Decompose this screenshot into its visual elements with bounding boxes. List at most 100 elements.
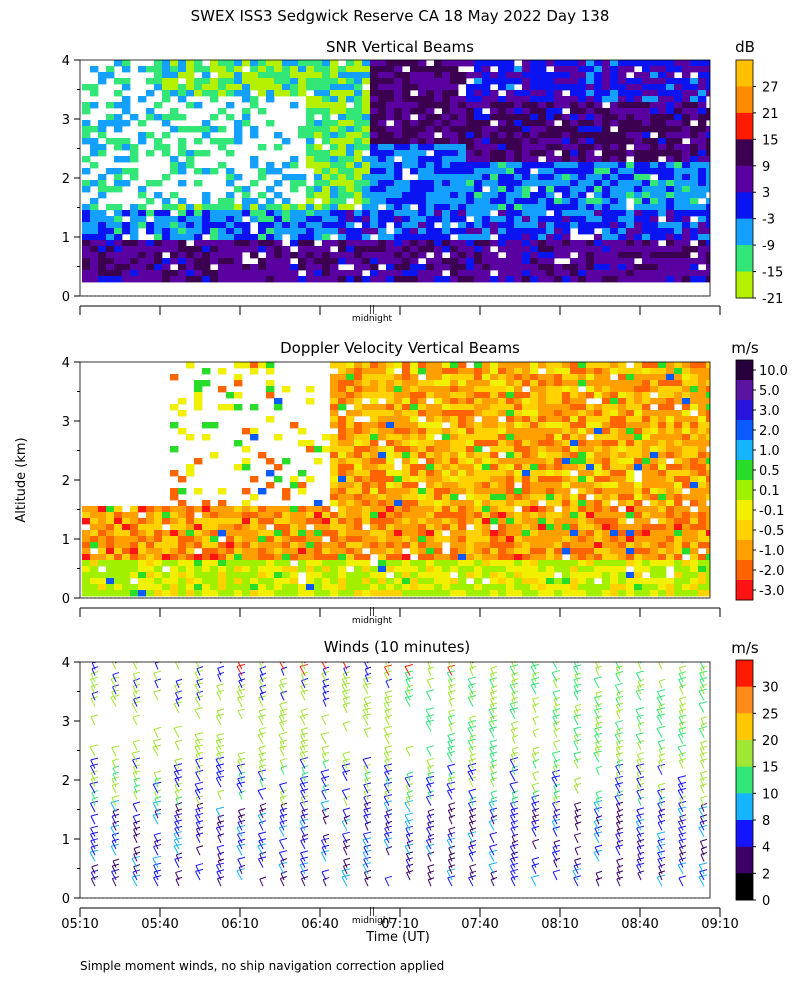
- heatmap-cell: [258, 578, 266, 584]
- heatmap-cell: [394, 96, 402, 102]
- heatmap-cell: [402, 362, 410, 368]
- heatmap-cell: [218, 584, 226, 590]
- heatmap-cell: [546, 102, 554, 108]
- heatmap-cell: [138, 204, 146, 210]
- heatmap-cell: [474, 84, 482, 90]
- heatmap-cell: [538, 276, 546, 282]
- heatmap-cell: [338, 72, 346, 78]
- heatmap-cell: [474, 458, 482, 464]
- heatmap-cell: [602, 536, 610, 542]
- heatmap-cell: [306, 186, 314, 192]
- heatmap-cell: [306, 270, 314, 276]
- heatmap-cell: [522, 428, 530, 434]
- heatmap-cell: [682, 404, 690, 410]
- heatmap-cell: [330, 362, 338, 368]
- heatmap-cell: [418, 488, 426, 494]
- heatmap-cell: [562, 228, 570, 234]
- heatmap-cell: [282, 458, 290, 464]
- heatmap-cell: [674, 416, 682, 422]
- heatmap-cell: [282, 530, 290, 536]
- heatmap-cell: [650, 150, 658, 156]
- heatmap-cell: [594, 258, 602, 264]
- heatmap-cell: [506, 222, 514, 228]
- heatmap-cell: [570, 96, 578, 102]
- heatmap-cell: [354, 476, 362, 482]
- heatmap-cell: [386, 500, 394, 506]
- heatmap-cell: [202, 216, 210, 222]
- heatmap-cell: [522, 234, 530, 240]
- heatmap-cell: [546, 428, 554, 434]
- heatmap-cell: [674, 476, 682, 482]
- heatmap-cell: [378, 572, 386, 578]
- heatmap-cell: [362, 120, 370, 126]
- heatmap-cell: [538, 530, 546, 536]
- heatmap-cell: [442, 476, 450, 482]
- heatmap-cell: [90, 204, 98, 210]
- heatmap-cell: [210, 542, 218, 548]
- heatmap-cell: [266, 264, 274, 270]
- heatmap-cell: [658, 524, 666, 530]
- heatmap-cell: [210, 554, 218, 560]
- heatmap-cell: [634, 428, 642, 434]
- heatmap-cell: [234, 440, 242, 446]
- heatmap-cell: [138, 554, 146, 560]
- heatmap-cell: [546, 186, 554, 192]
- heatmap-cell: [338, 560, 346, 566]
- heatmap-cell: [242, 458, 250, 464]
- heatmap-cell: [426, 476, 434, 482]
- heatmap-cell: [538, 476, 546, 482]
- heatmap-cell: [218, 234, 226, 240]
- heatmap-cell: [586, 210, 594, 216]
- heatmap-cell: [234, 542, 242, 548]
- heatmap-cell: [562, 494, 570, 500]
- heatmap-cell: [506, 252, 514, 258]
- heatmap-cell: [290, 216, 298, 222]
- heatmap-cell: [522, 374, 530, 380]
- heatmap-cell: [458, 452, 466, 458]
- heatmap-cell: [386, 404, 394, 410]
- heatmap-cell: [618, 120, 626, 126]
- heatmap-cell: [314, 168, 322, 174]
- heatmap-cell: [450, 162, 458, 168]
- heatmap-cell: [562, 168, 570, 174]
- heatmap-cell: [386, 470, 394, 476]
- heatmap-cell: [194, 240, 202, 246]
- heatmap-cell: [698, 554, 706, 560]
- heatmap-cell: [354, 578, 362, 584]
- heatmap-cell: [266, 590, 274, 596]
- heatmap-cell: [346, 470, 354, 476]
- heatmap-cell: [226, 584, 234, 590]
- heatmap-cell: [466, 416, 474, 422]
- heatmap-cell: [546, 380, 554, 386]
- heatmap-cell: [698, 60, 706, 66]
- heatmap-cell: [146, 258, 154, 264]
- heatmap-cell: [402, 252, 410, 258]
- heatmap-cell: [258, 108, 266, 114]
- heatmap-cell: [474, 168, 482, 174]
- heatmap-cell: [106, 240, 114, 246]
- heatmap-cell: [546, 216, 554, 222]
- heatmap-cell: [434, 72, 442, 78]
- heatmap-cell: [514, 150, 522, 156]
- heatmap-cell: [514, 138, 522, 144]
- heatmap-cell: [234, 506, 242, 512]
- heatmap-cell: [434, 120, 442, 126]
- heatmap-cell: [522, 210, 530, 216]
- heatmap-cell: [618, 458, 626, 464]
- heatmap-cell: [290, 578, 298, 584]
- heatmap-cell: [466, 488, 474, 494]
- heatmap-cell: [370, 132, 378, 138]
- heatmap-cell: [274, 506, 282, 512]
- heatmap-cell: [266, 90, 274, 96]
- heatmap-cell: [146, 108, 154, 114]
- heatmap-cell: [402, 428, 410, 434]
- heatmap-cell: [442, 578, 450, 584]
- heatmap-cell: [82, 542, 90, 548]
- heatmap-cell: [362, 518, 370, 524]
- heatmap-cell: [506, 404, 514, 410]
- heatmap-cell: [554, 234, 562, 240]
- heatmap-cell: [578, 374, 586, 380]
- heatmap-cell: [354, 252, 362, 258]
- heatmap-cell: [282, 174, 290, 180]
- heatmap-cell: [266, 216, 274, 222]
